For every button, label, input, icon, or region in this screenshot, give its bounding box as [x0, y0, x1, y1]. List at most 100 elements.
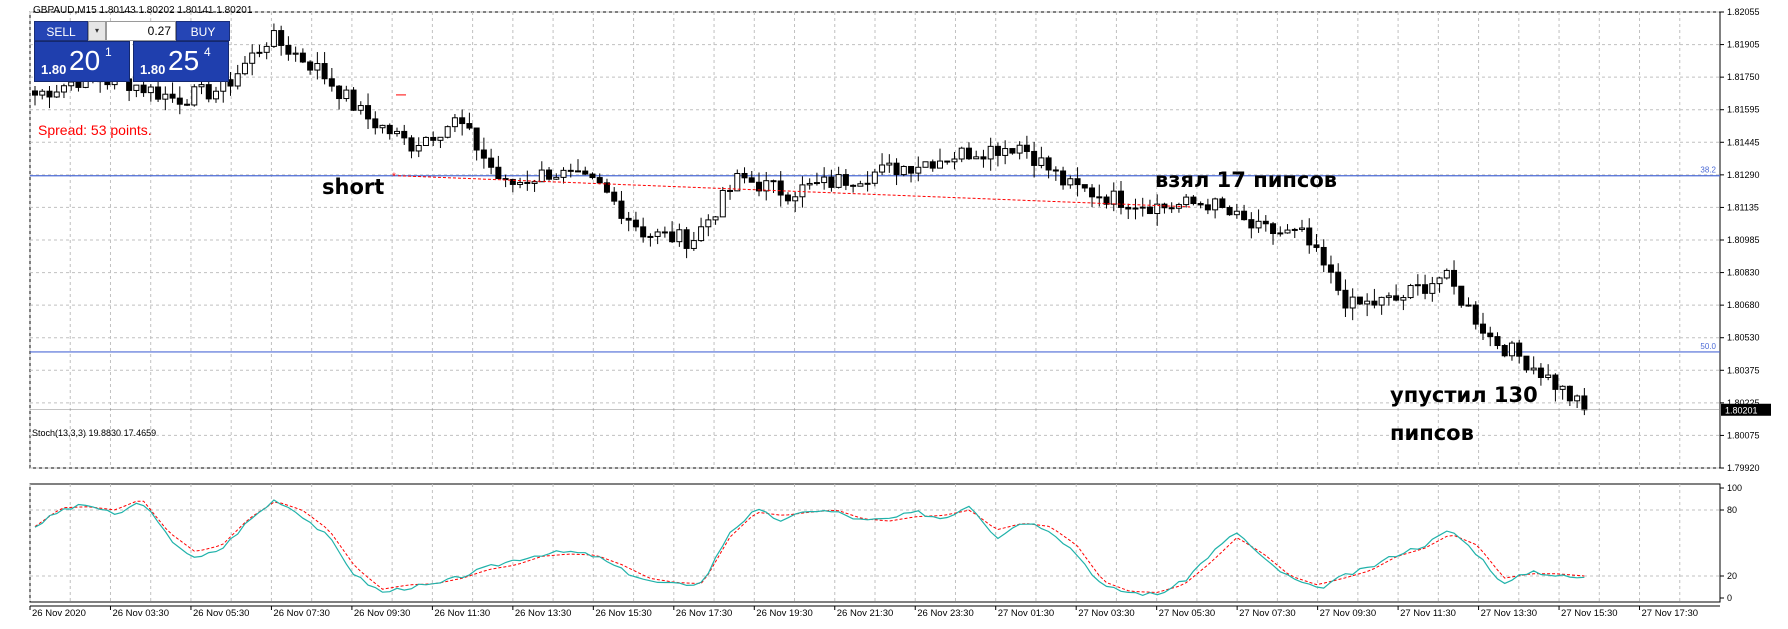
- candle-bull: [531, 181, 538, 184]
- candle-bear: [1335, 271, 1342, 291]
- candle-bear: [140, 84, 147, 94]
- lot-dropdown-icon[interactable]: ▾: [88, 21, 106, 41]
- time-label: 26 Nov 19:30: [756, 608, 813, 619]
- candle-bear: [408, 137, 415, 152]
- candle-bull: [987, 145, 994, 160]
- time-label: 26 Nov 07:30: [273, 608, 330, 619]
- candle-bull: [1465, 304, 1472, 307]
- candle-bear: [1074, 178, 1081, 186]
- candle-bull: [517, 181, 524, 185]
- candle-bull: [1110, 190, 1117, 205]
- candle-bear: [1052, 169, 1059, 172]
- candle-bear: [488, 157, 495, 168]
- candle-bear: [336, 85, 343, 100]
- candle-bear: [582, 170, 589, 175]
- candle-bear: [1566, 385, 1573, 402]
- time-label: 26 Nov 2020: [32, 608, 86, 619]
- candle-bear: [1009, 148, 1016, 154]
- candle-bear: [1523, 355, 1530, 371]
- fib-level-label: 50.0: [1700, 342, 1716, 351]
- lot-size-input[interactable]: 0.27: [106, 21, 176, 41]
- time-label: 26 Nov 17:30: [676, 608, 733, 619]
- entry-marker: *: [392, 172, 396, 183]
- candle-bear: [1089, 187, 1096, 198]
- candle-bull: [53, 91, 60, 98]
- candle-bull: [871, 171, 878, 184]
- candle-bear: [350, 89, 357, 111]
- candle-bull: [444, 126, 451, 138]
- candle-bear: [176, 97, 183, 105]
- candle-bull: [1255, 220, 1262, 229]
- candle-bull: [249, 52, 256, 64]
- sell-price-prefix: 1.80: [41, 62, 67, 77]
- candle-bear: [509, 178, 516, 185]
- spread-label: Spread: 53 points.: [38, 122, 152, 138]
- candle-bear: [980, 156, 987, 160]
- candle-bear: [372, 118, 379, 129]
- candle-bear: [104, 81, 111, 86]
- time-label: 27 Nov 03:30: [1078, 608, 1135, 619]
- sell-price-sup: 1: [105, 45, 112, 59]
- time-label: 27 Nov 09:30: [1320, 608, 1377, 619]
- candle-bull: [900, 165, 907, 176]
- candle-bull: [1574, 395, 1581, 402]
- candle-bear: [473, 127, 480, 151]
- candle-bear: [1219, 198, 1226, 208]
- stoch-signal-line: [34, 500, 1585, 593]
- buy-price-button[interactable]: 1.80 25 4: [133, 41, 229, 82]
- sell-price-button[interactable]: 1.80 20 1: [34, 41, 130, 82]
- candle-bull: [712, 216, 719, 221]
- candle-bull: [1016, 144, 1023, 154]
- time-label: 27 Nov 01:30: [998, 608, 1055, 619]
- candle-bull: [241, 62, 248, 75]
- time-label: 26 Nov 03:30: [112, 608, 169, 619]
- candle-bull: [394, 130, 400, 135]
- price-label: 1.80530: [1727, 333, 1760, 343]
- candle-bear: [1146, 206, 1153, 215]
- time-label: 26 Nov 11:30: [434, 608, 490, 619]
- candle-bull: [357, 105, 364, 111]
- candle-bear: [1248, 219, 1255, 229]
- candle-bull: [690, 240, 697, 249]
- time-label: 26 Nov 23:30: [917, 608, 974, 619]
- candle-bull: [263, 45, 270, 53]
- time-label: 26 Nov 15:30: [595, 608, 652, 619]
- candle-bear: [1371, 300, 1378, 306]
- candle-bull: [951, 158, 958, 163]
- candle-bull: [915, 166, 922, 174]
- candle-bear: [603, 182, 610, 193]
- candle-bull: [234, 73, 241, 87]
- fib-level-label: 38.2: [1700, 166, 1716, 175]
- candle-bull: [343, 89, 350, 100]
- missed-pips-annotation-2: пипсов: [1390, 421, 1474, 445]
- candle-bull: [1436, 277, 1443, 285]
- candle-bull: [147, 86, 154, 94]
- candle-bear: [401, 130, 408, 139]
- time-label: 27 Nov 05:30: [1159, 608, 1216, 619]
- candle-bear: [965, 147, 972, 160]
- candle-bull: [1132, 207, 1139, 210]
- candle-bull: [1443, 269, 1450, 279]
- candle-bear: [155, 86, 162, 100]
- candle-bear: [893, 162, 900, 176]
- sell-button[interactable]: SELL: [34, 21, 88, 41]
- sell-price-big: 20: [69, 45, 101, 76]
- candle-bear: [1342, 289, 1349, 309]
- candle-bear: [944, 160, 951, 163]
- candle-bear: [1516, 342, 1523, 357]
- candle-bear: [618, 200, 625, 219]
- candle-bull: [1407, 285, 1414, 299]
- candle-bull: [437, 136, 444, 141]
- candle-bear: [1494, 336, 1501, 347]
- buy-button[interactable]: BUY: [176, 21, 230, 41]
- stoch-label: Stoch(13,3,3) 19.8830 17.4659: [32, 428, 157, 438]
- one-click-trading-panel: SELL ▾ 0.27 BUY 1.80 20 1 1.80 25 4: [34, 21, 230, 82]
- candle-bear: [1103, 196, 1110, 205]
- candle-bear: [459, 117, 466, 125]
- candle-bear: [169, 93, 176, 99]
- time-label: 26 Nov 09:30: [354, 608, 411, 619]
- candle-bear: [850, 184, 857, 187]
- stoch-main-line: [34, 499, 1585, 597]
- candle-bull: [68, 81, 75, 87]
- candle-bear: [1327, 264, 1334, 273]
